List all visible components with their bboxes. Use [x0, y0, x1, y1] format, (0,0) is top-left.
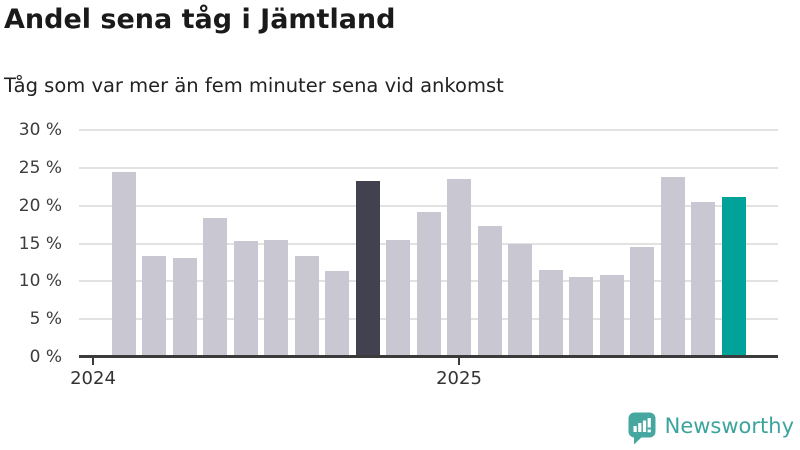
bar-2024-05: [203, 217, 227, 357]
bar-2025-01: [447, 179, 471, 357]
branding: Newsworthy: [628, 412, 794, 445]
y-axis-label-20: 20 %: [18, 195, 62, 216]
newsworthy-logo-icon: [628, 412, 656, 445]
bar-2024-08: [294, 255, 319, 357]
chart-subtitle: Tåg som var mer än fem minuter sena vid …: [4, 74, 504, 97]
bar-2024-03: [142, 255, 166, 357]
y-axis-label-15: 15 %: [18, 233, 62, 254]
y-axis-label-5: 5 %: [29, 309, 62, 330]
x-axis-label-2025: 2025: [436, 368, 482, 389]
x-axis-tick-2025: [458, 358, 460, 365]
gridline-20: [79, 204, 778, 207]
x-axis-tick-2024: [92, 358, 94, 365]
bar-2024-09: [325, 270, 349, 357]
bar-2025-04: [538, 269, 563, 357]
x-axis-label-2024: 2024: [70, 368, 116, 389]
chart-title: Andel sena tåg i Jämtland: [4, 4, 396, 35]
bar-2025-09: [691, 201, 715, 357]
bar-2025-02: [477, 226, 502, 357]
bar-2024-12: [416, 211, 441, 357]
bar-2024-06: [233, 241, 258, 357]
bar-2025-03: [508, 243, 532, 357]
bar-2024-07: [264, 239, 288, 357]
x-axis-line: [79, 355, 778, 358]
y-axis-label-10: 10 %: [18, 271, 62, 292]
newsworthy-logo-text: Newsworthy: [664, 414, 794, 438]
gridline-30: [79, 129, 778, 131]
bar-2024-04: [172, 257, 197, 357]
bar-2025-06: [599, 274, 624, 357]
bar-2025-10: [721, 196, 746, 357]
bar-2025-08: [660, 176, 685, 357]
y-axis-label-0: 0 %: [29, 347, 62, 367]
bar-2024-11: [386, 239, 410, 357]
bar-2024-10: [355, 181, 380, 357]
bar-2024-02: [111, 172, 136, 357]
bar-2025-05: [569, 276, 593, 357]
bar-2025-07: [630, 246, 654, 357]
y-axis-label-30: 30 %: [18, 120, 62, 140]
gridline-25: [79, 166, 778, 169]
y-axis-label-25: 25 %: [18, 157, 62, 178]
